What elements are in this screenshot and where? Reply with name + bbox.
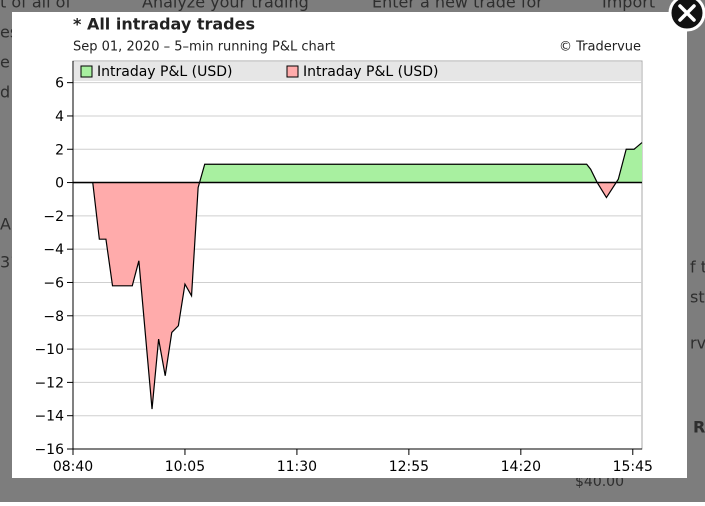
x-tick-label: 14:20 <box>501 459 541 475</box>
y-tick-label: −2 <box>43 209 64 225</box>
background-text: Enter a new trade for <box>372 0 543 12</box>
background-text: st <box>690 288 705 307</box>
background-text: Analyze your trading <box>142 0 309 12</box>
y-tick-label: 6 <box>55 76 64 92</box>
background-text: t of all of <box>0 0 71 12</box>
close-icon[interactable] <box>678 4 696 22</box>
legend-bg <box>74 62 641 81</box>
background-text: f th <box>690 258 705 277</box>
chart-credit: © Tradervue <box>559 40 641 55</box>
negative-area <box>92 182 617 410</box>
background-text: e <box>0 53 10 72</box>
y-tick-label: −8 <box>43 309 64 325</box>
y-tick-label: −16 <box>34 442 64 458</box>
legend-swatch <box>80 65 93 78</box>
x-tick-label: 12:55 <box>389 459 429 475</box>
x-tick-label: 10:05 <box>165 459 205 475</box>
y-tick-label: 4 <box>55 109 64 125</box>
y-tick-label: −14 <box>34 409 64 425</box>
x-tick-label: 08:40 <box>53 459 93 475</box>
x-tick-label: 11:30 <box>277 459 317 475</box>
legend-label: Intraday P&L (USD) <box>303 64 438 80</box>
x-tick-label: 15:45 <box>613 459 653 475</box>
y-tick-label: −12 <box>34 375 64 391</box>
positive-area <box>73 142 642 183</box>
y-tick-label: 0 <box>55 176 64 192</box>
legend-label: Intraday P&L (USD) <box>97 64 232 80</box>
background-text: R <box>693 418 705 437</box>
chart-title: * All intraday trades <box>73 15 255 34</box>
background-text: A <box>0 215 11 234</box>
background-text: rvu <box>690 334 705 353</box>
y-tick-label: 2 <box>55 142 64 158</box>
y-tick-label: −4 <box>43 242 64 258</box>
chart-subtitle: Sep 01, 2020 – 5–min running P&L chart <box>73 40 335 55</box>
y-tick-label: −10 <box>34 342 64 358</box>
pnl-line <box>73 142 643 410</box>
y-tick-label: −6 <box>43 275 64 291</box>
background-text: Import <box>602 0 655 12</box>
legend-swatch <box>286 65 299 78</box>
background-text: d <box>0 83 10 102</box>
